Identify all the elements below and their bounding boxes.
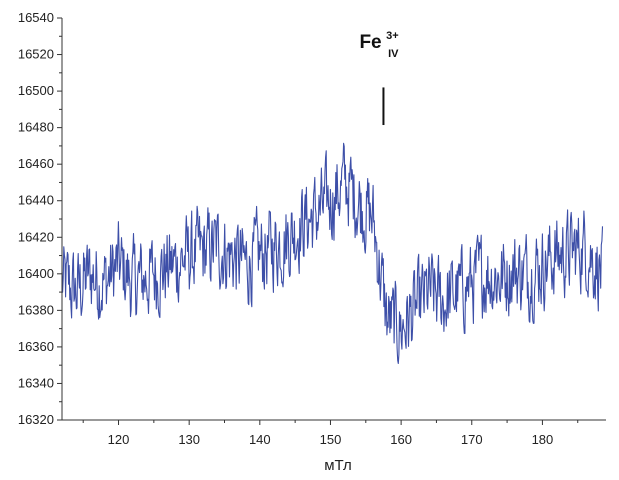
y-tick-label: 16360 bbox=[18, 339, 54, 354]
annotation-label: Fe 3+ IV bbox=[359, 26, 403, 60]
y-tick-label: 16520 bbox=[18, 47, 54, 62]
annotation-superscript: 3+ bbox=[386, 30, 399, 42]
y-tick-label: 16500 bbox=[18, 83, 54, 98]
y-tick-label: 16400 bbox=[18, 266, 54, 281]
series-line bbox=[61, 142, 604, 365]
y-tick-label: 16480 bbox=[18, 120, 54, 135]
y-tick-label: 16540 bbox=[18, 10, 54, 25]
y-tick-label: 16380 bbox=[18, 302, 54, 317]
x-tick-label: 150 bbox=[320, 432, 342, 447]
x-tick-label: 120 bbox=[108, 432, 130, 447]
plot-area bbox=[61, 142, 604, 365]
y-tick-label: 16420 bbox=[18, 229, 54, 244]
x-tick-label: 140 bbox=[249, 432, 271, 447]
y-tick-label: 16320 bbox=[18, 412, 54, 427]
axes: 16320 16340 16360 16380 16400 16420 16440 16460… bbox=[18, 10, 606, 447]
x-tick-label: 180 bbox=[532, 432, 554, 447]
x-tick-label: 130 bbox=[178, 432, 200, 447]
annotation-base: Fe bbox=[359, 32, 381, 53]
x-tick-label: 170 bbox=[461, 432, 483, 447]
x-axis-title: мТл bbox=[324, 457, 352, 474]
y-tick-label: 16460 bbox=[18, 156, 54, 171]
annotation-subscript: IV bbox=[388, 48, 399, 60]
x-tick-label: 160 bbox=[390, 432, 412, 447]
y-tick-label: 16440 bbox=[18, 193, 54, 208]
y-tick-label: 16340 bbox=[18, 375, 54, 390]
annotation: Fe 3+ IV bbox=[359, 26, 403, 126]
